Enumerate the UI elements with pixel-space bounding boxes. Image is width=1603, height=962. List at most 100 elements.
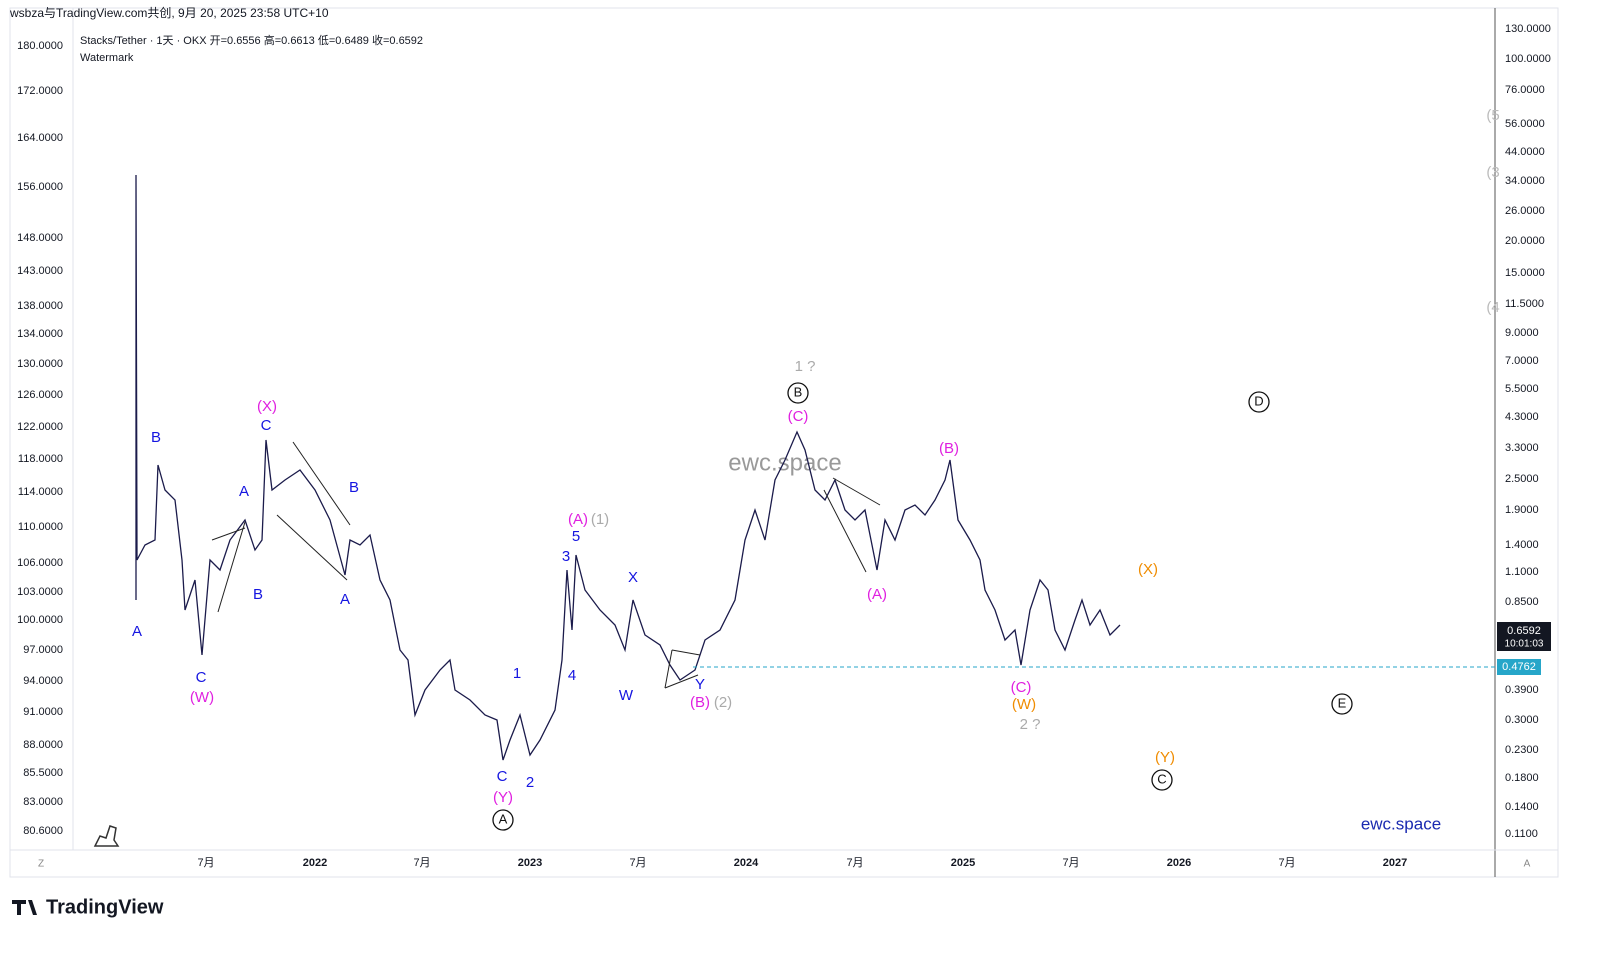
y2-axis-label: 0.3000 — [1505, 714, 1539, 726]
tv-logo — [12, 900, 37, 915]
y-axis-label: 143.0000 — [17, 265, 63, 277]
wave-label: 2 — [526, 774, 534, 791]
wave-label: (C) — [788, 408, 809, 425]
x-axis-label: 2023 — [518, 857, 542, 869]
x-axis-label: 7月 — [846, 857, 863, 869]
y2-axis-label: 9.0000 — [1505, 327, 1539, 339]
wave-label: (A) — [568, 511, 588, 528]
wave-label: A — [239, 483, 249, 500]
x-axis-label: 2027 — [1383, 857, 1407, 869]
y-axis-label: 91.0000 — [23, 706, 63, 718]
y2-axis-label: 0.3900 — [1505, 684, 1539, 696]
y-axis-label: 88.0000 — [23, 739, 63, 751]
wave-label: Y — [695, 676, 705, 693]
y2-axis-label: 15.0000 — [1505, 267, 1545, 279]
last-price: 0.6592 — [1507, 625, 1541, 637]
x-axis-label: 2022 — [303, 857, 327, 869]
wave-label: (4 — [1486, 299, 1499, 316]
wave-circle — [1151, 769, 1173, 791]
wave-circle — [1331, 693, 1353, 715]
corner-left[interactable]: Z — [38, 859, 44, 870]
y2-axis-label: 11.5000 — [1505, 298, 1544, 310]
dino-icon — [93, 825, 120, 847]
x-axis-label: 2026 — [1167, 857, 1191, 869]
wave-label: 1 — [513, 665, 521, 682]
watermark: ewc.space — [728, 449, 841, 476]
wave-label: C — [196, 669, 207, 686]
y2-axis-label: 76.0000 — [1505, 84, 1545, 96]
countdown: 10:01:03 — [1505, 639, 1544, 650]
y2-axis-label: 0.8500 — [1505, 596, 1539, 608]
wave-label: C — [261, 417, 272, 434]
x-axis-label: 7月 — [413, 857, 430, 869]
wave-label: (Y) — [493, 789, 513, 806]
wave-label: (A) — [867, 586, 887, 603]
wave-label: E — [1338, 695, 1347, 710]
y-axis-label: 94.0000 — [23, 675, 63, 687]
x-axis-label: 7月 — [1062, 857, 1079, 869]
y-axis-label: 83.0000 — [23, 796, 63, 808]
y2-axis-label: 3.3000 — [1505, 442, 1539, 454]
footer-brand: TradingView — [46, 896, 164, 918]
y2-axis-label: 1.9000 — [1505, 504, 1539, 516]
y-axis-label: 134.0000 — [17, 328, 63, 340]
y-axis-label: 97.0000 — [23, 644, 63, 656]
wave-circle — [787, 382, 809, 404]
level-box — [1497, 659, 1541, 675]
y-axis-label: 80.6000 — [23, 825, 63, 837]
wave-label: B — [794, 384, 803, 399]
y-axis-label: 180.0000 — [17, 40, 63, 52]
y2-axis-label: 26.0000 — [1505, 205, 1545, 217]
wave-label: 2 ? — [1020, 716, 1041, 733]
x-axis-label: 2025 — [951, 857, 975, 869]
wave-label: C — [497, 768, 508, 785]
corner-right[interactable]: A — [1524, 859, 1531, 870]
level-price: 0.4762 — [1502, 661, 1536, 673]
y2-axis-label: 0.2300 — [1505, 744, 1539, 756]
wave-label: (X) — [1138, 561, 1158, 578]
wave-label: 3 — [562, 548, 570, 565]
wave-label: 5 — [572, 528, 580, 545]
wave-label: (W) — [1012, 696, 1036, 713]
y2-axis-label: 0.1100 — [1505, 828, 1538, 840]
wave-label: B — [151, 429, 161, 446]
attribution: wsbza与TradingView.com共创, 9月 20, 2025 23:… — [9, 6, 329, 20]
wave-label: (1) — [591, 511, 609, 528]
y2-axis-label: 34.0000 — [1505, 175, 1545, 187]
wave-label: (X) — [257, 398, 277, 415]
wave-label: 1 ? — [795, 358, 816, 375]
y2-axis-label: 1.4000 — [1505, 539, 1539, 551]
y-axis-label: 138.0000 — [17, 300, 63, 312]
last-price-box — [1497, 622, 1551, 651]
wave-circle — [492, 809, 514, 831]
y-axis-label: 164.0000 — [17, 132, 63, 144]
price-path — [135, 174, 1121, 761]
y-axis-label: 126.0000 — [17, 389, 63, 401]
wave-label: W — [619, 687, 634, 704]
wave-label: B — [253, 586, 263, 603]
wave-label: A — [340, 591, 350, 608]
y2-axis-label: 20.0000 — [1505, 235, 1545, 247]
wave-label: D — [1254, 393, 1263, 408]
y-axis-label: 103.0000 — [17, 586, 63, 598]
wave-label: (Y) — [1155, 749, 1175, 766]
y-axis-label: 148.0000 — [17, 232, 63, 244]
y-axis-label: 118.0000 — [18, 453, 63, 465]
wave-label: (C) — [1011, 679, 1032, 696]
y2-axis-label: 5.5000 — [1505, 383, 1539, 395]
wave-label: (5 — [1486, 107, 1499, 124]
y-axis-label: 114.0000 — [18, 486, 63, 498]
wave-label: (W) — [190, 689, 214, 706]
y-axis-label: 172.0000 — [17, 85, 63, 97]
y2-axis-label: 44.0000 — [1505, 146, 1545, 158]
y2-axis-label: 0.1800 — [1505, 772, 1539, 784]
x-axis-label: 2024 — [734, 857, 759, 869]
x-axis-label: 7月 — [1278, 857, 1295, 869]
wave-label: X — [628, 569, 638, 586]
frame — [9, 7, 1559, 878]
wave-label: B — [349, 479, 359, 496]
y2-axis-label: 56.0000 — [1505, 118, 1545, 130]
wave-label: (B) — [690, 694, 710, 711]
y2-axis-label: 130.0000 — [1505, 23, 1551, 35]
